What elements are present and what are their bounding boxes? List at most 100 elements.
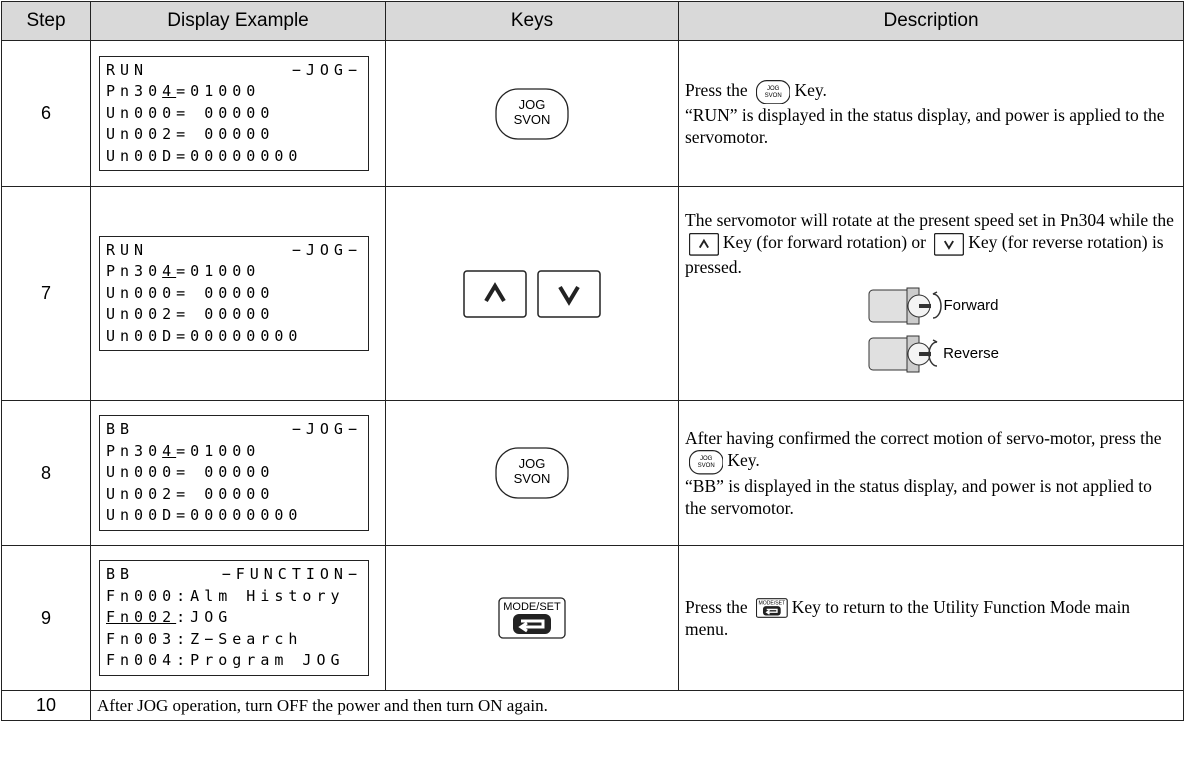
key-label: MODE/SET <box>759 601 786 607</box>
description-text: After having confirmed the correct motio… <box>685 428 1162 449</box>
chevron <box>698 238 709 249</box>
lcd-status-line: RUN −JOG− <box>106 240 362 262</box>
key-label: JOG <box>700 456 713 462</box>
key-icon <box>463 269 527 318</box>
description-paragraph: The servomotor will rotate at the presen… <box>685 209 1177 277</box>
lcd-text: Pn30 <box>106 262 163 281</box>
step-cell: 7 <box>1 186 91 401</box>
lcd-line: Un002= 00000 <box>106 305 275 324</box>
description-cell: Press the JOG SVON Key. “RUN” is displayed… <box>678 40 1184 187</box>
chevron <box>944 240 955 250</box>
motor-body <box>868 289 914 323</box>
description-text: “RUN” is displayed in the status display… <box>685 105 1165 148</box>
figure-label: Reverse <box>943 345 999 363</box>
table-row: 10 After JOG operation, turn OFF the powe… <box>1 690 1184 721</box>
key-label: SVON <box>514 471 551 486</box>
lcd-status: BB <box>106 565 135 584</box>
lcd-text: Pn30 <box>106 82 163 101</box>
step-cell: 6 <box>1 40 91 187</box>
keys-cell: JOG SVON <box>385 40 679 187</box>
key-label: JOG <box>767 86 780 92</box>
lcd-text: =01000 <box>176 82 261 101</box>
lcd-display: BB −JOG− Pn304=01000 Un000= 00000 Un002= 000… <box>99 415 369 531</box>
lcd-text: =01000 <box>176 262 261 281</box>
lcd-status: RUN <box>106 60 149 79</box>
display-cell: BB −FUNCTION− Fn000:Alm History Fn002:JOG Fn… <box>90 545 386 691</box>
description-paragraph: “BB” is displayed in the status display,… <box>685 475 1177 519</box>
key-outline <box>495 87 569 140</box>
column-header: Display Example <box>90 1 386 41</box>
key-outline <box>688 232 720 256</box>
description-paragraph: Press the JOG SVON Key. <box>685 79 1177 105</box>
description-cell: After having confirmed the correct motio… <box>678 400 1184 546</box>
lcd-mode: −FUNCTION− <box>221 565 362 584</box>
lcd-mode: −JOG− <box>291 420 362 439</box>
table-row: 6 RUN −JOG− Pn304=01000 Un000= 00000 Un002= 0… <box>1 40 1184 187</box>
note-cell: After JOG operation, turn OFF the power … <box>90 690 1184 721</box>
description-text: Key to return to the Utility Function Mo… <box>685 596 1131 640</box>
key-outline <box>934 232 965 256</box>
column-header: Description <box>678 1 1184 41</box>
display-cell: BB −JOG− Pn304=01000 Un000= 00000 Un002= 000… <box>90 400 386 546</box>
key-label: MODE/SET <box>503 601 561 613</box>
key-label: JOG <box>519 456 546 471</box>
lcd-text: Fn002 <box>106 608 177 627</box>
motor-drawing <box>868 287 943 325</box>
description-paragraph: After having confirmed the correct motio… <box>685 427 1177 475</box>
lcd-line: Un000= 00000 <box>106 103 275 122</box>
lcd-text: 4 <box>162 262 177 281</box>
key-outline <box>537 269 601 318</box>
description-paragraph: “RUN” is displayed in the status display… <box>685 104 1177 148</box>
display-cell: RUN −JOG− Pn304=01000 Un000= 00000 Un002= 00… <box>90 186 386 401</box>
motor-figure: Forward <box>863 284 999 328</box>
rotation-figure: Forward Reverse <box>685 282 1177 378</box>
description-text: Key (for forward rotation) or <box>722 232 927 253</box>
header-row: Step Display Example Keys Description <box>1 1 1184 41</box>
procedure-table: Step Display Example Keys Description 6 RUN −J… <box>1 1 1184 721</box>
display-cell: RUN −JOG− Pn304=01000 Un000= 00000 Un002= 00… <box>90 40 386 187</box>
description-text: The servomotor will rotate at the presen… <box>685 210 1174 231</box>
lcd-mode: −JOG− <box>291 240 362 259</box>
motor-drawing <box>868 335 938 373</box>
return-arrow <box>518 619 545 633</box>
motor-body <box>868 337 914 371</box>
key-label: SVON <box>514 112 551 127</box>
key-label: JOG <box>519 97 546 112</box>
lcd-line: Un002= 00000 <box>106 484 275 503</box>
lcd-line: Pn304=01000 <box>106 261 362 283</box>
chevron <box>558 285 580 306</box>
description-cell: The servomotor will rotate at the presen… <box>678 186 1184 401</box>
chevron <box>484 281 506 302</box>
lcd-line: Un00D=00000000 <box>106 326 303 345</box>
lcd-line: Un00D=00000000 <box>106 146 303 165</box>
figure-label: Forward <box>943 297 999 315</box>
step-cell: 8 <box>1 400 91 546</box>
lcd-line: Un002= 00000 <box>106 125 275 144</box>
lcd-line: Fn003:Z−Search <box>106 629 303 648</box>
description-text: Key (for reverse rotation) is pressed. <box>685 232 1164 277</box>
key-icon: MODE/SET <box>498 597 566 639</box>
lcd-text: Pn30 <box>106 441 163 460</box>
lcd-text: =01000 <box>176 441 261 460</box>
description-text: “BB” is displayed in the status display,… <box>685 475 1152 518</box>
lcd-display: RUN −JOG− Pn304=01000 Un000= 00000 Un002= 00… <box>99 55 369 172</box>
key-outline <box>495 447 569 499</box>
lcd-status: RUN <box>106 240 149 259</box>
rotation-arrow <box>933 290 943 319</box>
lcd-text: :JOG <box>176 608 233 627</box>
lcd-line: Pn304=01000 <box>106 441 362 463</box>
description-text: Press the <box>685 79 748 100</box>
table-row: 8 BB −JOG− Pn304=01000 Un000= 00000 Un002= 00… <box>1 400 1184 546</box>
keys-cell: MODE/SET <box>385 545 679 691</box>
keys-cell <box>385 186 679 401</box>
lcd-line: Un00D=00000000 <box>106 506 303 525</box>
rotation-arrow <box>928 338 938 367</box>
motor-figure: Reverse <box>863 332 999 376</box>
table-row: 9 BB −FUNCTION− Fn000:Alm History Fn002:JOG F… <box>1 545 1184 691</box>
description-text: Key. <box>794 79 827 100</box>
lcd-status-line: BB −FUNCTION− <box>106 564 362 586</box>
